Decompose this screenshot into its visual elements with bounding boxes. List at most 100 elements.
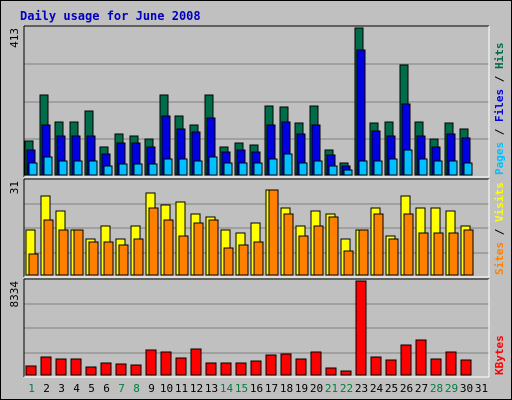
- y-max-label: 413: [8, 28, 21, 48]
- bar-kbytes-day-5: [85, 366, 97, 376]
- legend-item-hits: Hits: [493, 43, 506, 70]
- bar-sites-day-25: [388, 238, 399, 276]
- x-tick-label-day-4: 4: [73, 382, 80, 395]
- bar-sites-day-22: [343, 250, 354, 276]
- legend-visits-sites: Sites / Visits: [493, 182, 506, 275]
- x-tick-label-day-20: 20: [310, 382, 323, 395]
- bar-kbytes-day-15: [235, 362, 247, 376]
- x-tick-label-day-28: 28: [430, 382, 443, 395]
- x-tick-label-day-11: 11: [175, 382, 188, 395]
- bar-kbytes-day-11: [175, 357, 187, 376]
- bar-sites-day-8: [133, 238, 144, 276]
- chart-title: Daily usage for June 2008: [20, 9, 201, 23]
- bar-pages-day-21: [328, 165, 338, 176]
- x-tick-label-day-29: 29: [445, 382, 458, 395]
- bar-sites-day-27: [418, 232, 429, 276]
- legend-item-pages: Pages: [493, 142, 506, 175]
- bar-kbytes-day-1: [25, 365, 37, 376]
- x-tick-label-day-6: 6: [103, 382, 110, 395]
- bar-pages-day-11: [178, 158, 188, 176]
- panel-hits-files-pages: 413 Pages / Files / Hits: [8, 25, 506, 178]
- bar-pages-day-2: [43, 156, 53, 176]
- bar-kbytes-day-13: [205, 362, 217, 376]
- bar-kbytes-day-6: [100, 362, 112, 376]
- bar-pages-day-20: [313, 160, 323, 176]
- bar-pages-day-17: [268, 158, 278, 176]
- bar-kbytes-day-3: [55, 358, 67, 376]
- bar-kbytes-day-10: [160, 351, 172, 376]
- bar-kbytes-day-24: [370, 356, 382, 376]
- bar-sites-day-14: [223, 247, 234, 276]
- bar-pages-day-6: [103, 165, 113, 176]
- bar-sites-day-19: [298, 235, 309, 276]
- bar-pages-day-8: [133, 163, 143, 176]
- bar-sites-day-15: [238, 244, 249, 276]
- legend-item-files: Files: [493, 89, 506, 122]
- bar-sites-day-12: [193, 222, 204, 276]
- bar-sites-day-17: [268, 189, 279, 276]
- bar-sites-day-7: [118, 244, 129, 276]
- panel-kbytes: 8334 KBytes: [8, 278, 506, 378]
- bar-kbytes-day-2: [40, 356, 52, 376]
- bar-pages-day-28: [433, 160, 443, 176]
- x-tick-label-day-8: 8: [133, 382, 140, 395]
- x-tick-label-day-22: 22: [340, 382, 353, 395]
- bar-pages-day-3: [58, 160, 68, 176]
- bar-pages-day-7: [118, 163, 128, 176]
- x-tick-label-day-9: 9: [148, 382, 155, 395]
- bar-pages-day-13: [208, 156, 218, 176]
- bar-sites-day-18: [283, 213, 294, 276]
- x-tick-label-day-17: 17: [265, 382, 278, 395]
- bar-files-day-23: [356, 49, 366, 176]
- x-tick-label-day-1: 1: [28, 382, 35, 395]
- x-tick-label-day-14: 14: [220, 382, 234, 395]
- bar-pages-day-18: [283, 153, 293, 176]
- legend-item-visits: Visits: [493, 182, 506, 222]
- x-tick-label-day-5: 5: [88, 382, 95, 395]
- x-tick-label-day-15: 15: [235, 382, 248, 395]
- bar-sites-day-28: [433, 232, 444, 276]
- bar-pages-day-19: [298, 162, 308, 176]
- bar-kbytes-day-8: [130, 364, 142, 376]
- bar-sites-day-30: [463, 229, 474, 276]
- bar-sites-day-6: [103, 241, 114, 276]
- bar-pages-day-4: [73, 160, 83, 176]
- bar-kbytes-day-17: [265, 354, 277, 376]
- bar-kbytes-day-30: [460, 359, 472, 376]
- bar-kbytes-day-20: [310, 351, 322, 376]
- legend-kbytes: KBytes: [493, 335, 506, 375]
- x-tick-label-day-27: 27: [415, 382, 428, 395]
- bar-sites-day-5: [88, 241, 99, 276]
- bar-kbytes-day-27: [415, 339, 427, 376]
- bar-pages-day-5: [88, 160, 98, 176]
- bar-kbytes-day-28: [430, 358, 442, 376]
- bar-sites-day-9: [148, 207, 159, 276]
- bar-sites-day-13: [208, 219, 219, 276]
- bar-pages-day-25: [388, 158, 398, 176]
- bar-sites-day-3: [58, 229, 69, 276]
- bar-pages-day-23: [358, 160, 368, 176]
- x-tick-label-day-10: 10: [160, 382, 173, 395]
- x-tick-label-day-26: 26: [400, 382, 413, 395]
- bar-pages-day-10: [163, 158, 173, 176]
- bar-kbytes-day-23: [355, 280, 367, 376]
- bar-kbytes-day-14: [220, 362, 232, 376]
- bar-sites-day-29: [448, 232, 459, 276]
- bar-kbytes-day-16: [250, 360, 262, 376]
- bar-sites-day-23: [358, 229, 369, 276]
- bar-kbytes-day-4: [70, 358, 82, 376]
- bar-pages-day-27: [418, 158, 428, 176]
- x-tick-label-day-30: 30: [460, 382, 473, 395]
- bar-sites-day-24: [373, 213, 384, 276]
- bar-pages-day-24: [373, 160, 383, 176]
- x-tick-label-day-16: 16: [250, 382, 263, 395]
- x-tick-label-day-12: 12: [190, 382, 203, 395]
- legend-separator: /: [493, 122, 506, 142]
- bar-kbytes-day-7: [115, 363, 127, 376]
- x-tick-label-day-24: 24: [370, 382, 384, 395]
- x-tick-label-day-25: 25: [385, 382, 398, 395]
- x-tick-label-day-23: 23: [355, 382, 368, 395]
- bar-pages-day-22: [343, 169, 353, 176]
- bar-sites-day-10: [163, 219, 174, 276]
